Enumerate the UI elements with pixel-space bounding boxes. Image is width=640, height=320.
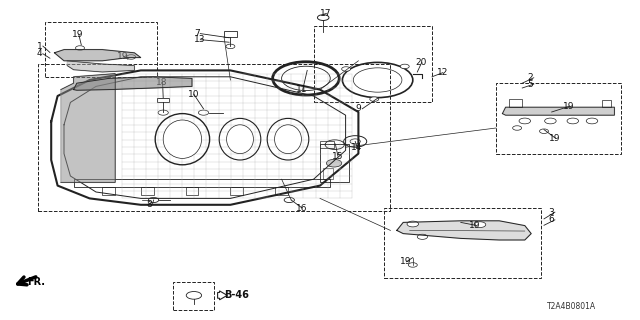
Text: FR.: FR.: [27, 277, 45, 287]
Circle shape: [417, 234, 428, 239]
Circle shape: [519, 118, 531, 124]
Circle shape: [284, 197, 294, 203]
Ellipse shape: [227, 125, 253, 154]
Circle shape: [198, 110, 209, 115]
Text: 19: 19: [117, 52, 129, 61]
Polygon shape: [67, 61, 134, 72]
Bar: [509, 99, 522, 107]
Circle shape: [567, 118, 579, 124]
Text: 13: 13: [194, 35, 205, 44]
Text: 12: 12: [436, 68, 448, 77]
Text: 1: 1: [36, 42, 42, 51]
Bar: [230, 187, 243, 195]
Circle shape: [545, 118, 556, 124]
Bar: [74, 179, 330, 187]
Circle shape: [127, 55, 136, 59]
Bar: [38, 64, 390, 211]
Text: 19: 19: [469, 221, 481, 230]
Bar: [173, 282, 214, 310]
Ellipse shape: [163, 120, 202, 158]
Text: 20: 20: [415, 58, 427, 67]
Circle shape: [317, 15, 329, 20]
Text: 9: 9: [356, 104, 362, 113]
Text: 6: 6: [548, 215, 554, 224]
Bar: [496, 83, 621, 154]
Bar: [102, 187, 115, 195]
Bar: [323, 168, 333, 179]
Text: 2: 2: [527, 73, 533, 82]
Bar: [275, 187, 288, 195]
Text: 11: 11: [296, 85, 308, 94]
Circle shape: [158, 110, 168, 115]
Bar: [320, 141, 334, 148]
Text: 14: 14: [351, 143, 362, 152]
Circle shape: [148, 197, 159, 203]
Bar: [224, 31, 237, 37]
Text: 7: 7: [194, 29, 200, 38]
Polygon shape: [74, 77, 192, 90]
Polygon shape: [61, 74, 115, 182]
Bar: [186, 187, 198, 195]
Circle shape: [586, 118, 598, 124]
Circle shape: [370, 97, 379, 101]
Circle shape: [186, 292, 202, 299]
Text: 17: 17: [320, 9, 332, 18]
Circle shape: [326, 159, 342, 167]
Text: 3: 3: [548, 208, 554, 217]
Ellipse shape: [275, 125, 301, 154]
Text: 15: 15: [332, 152, 343, 161]
Circle shape: [342, 67, 351, 71]
Circle shape: [513, 126, 522, 130]
Text: 19: 19: [72, 30, 84, 39]
Circle shape: [408, 263, 417, 267]
Bar: [141, 187, 154, 195]
Text: 19: 19: [400, 257, 412, 266]
Polygon shape: [397, 221, 531, 240]
Bar: [157, 98, 169, 102]
Text: 16: 16: [296, 204, 307, 212]
Bar: [384, 208, 541, 278]
Text: 8: 8: [146, 200, 152, 209]
Text: B-46: B-46: [224, 290, 249, 300]
Polygon shape: [502, 107, 614, 115]
Polygon shape: [54, 50, 141, 61]
Circle shape: [407, 221, 419, 227]
Bar: [45, 22, 157, 77]
Text: 19: 19: [563, 102, 575, 111]
Text: T2A4B0801A: T2A4B0801A: [547, 302, 596, 311]
Circle shape: [400, 64, 409, 69]
Bar: [320, 144, 349, 182]
Circle shape: [474, 222, 486, 228]
Bar: [602, 100, 611, 107]
Circle shape: [226, 44, 235, 49]
Bar: [314, 26, 432, 102]
Text: 10: 10: [188, 90, 199, 99]
Text: 4: 4: [36, 49, 42, 58]
Text: 5: 5: [527, 80, 533, 89]
Circle shape: [76, 46, 84, 50]
Text: 19: 19: [549, 134, 561, 143]
Circle shape: [540, 129, 548, 133]
Polygon shape: [51, 70, 358, 205]
Text: 18: 18: [156, 78, 168, 87]
FancyArrow shape: [218, 291, 227, 300]
